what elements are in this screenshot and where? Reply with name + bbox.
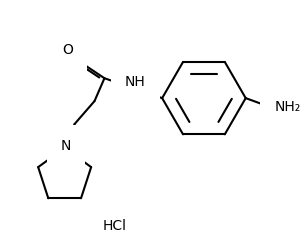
Text: O: O bbox=[62, 43, 73, 57]
Text: NH: NH bbox=[125, 75, 146, 89]
Text: N: N bbox=[61, 139, 71, 153]
Text: HCl: HCl bbox=[102, 219, 127, 233]
Text: NH₂: NH₂ bbox=[274, 100, 301, 114]
